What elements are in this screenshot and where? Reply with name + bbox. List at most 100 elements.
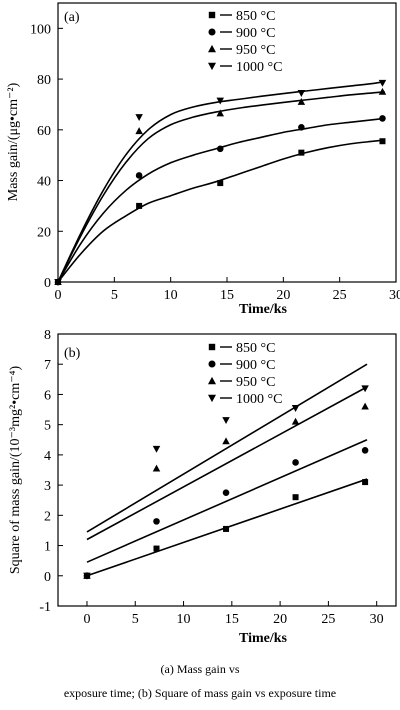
panel-a-point-series-0	[217, 180, 224, 187]
panel-a-xlabel: Time/ks	[239, 302, 288, 317]
panel-b-point-series-1	[361, 447, 369, 454]
panel-a-legend-marker-0	[208, 11, 216, 19]
panel-b-xtick-label: 10	[177, 612, 191, 627]
panel-a-ylabel: Mass gain/(μg•cm⁻²)	[6, 82, 21, 201]
panel-b-xtick-label: 25	[321, 612, 335, 627]
panel-b-point-series-2	[291, 417, 300, 425]
panel-b-point-series-2	[152, 464, 161, 472]
panel-a-fit-1	[57, 117, 385, 283]
panel-a-fit-2	[57, 90, 385, 283]
panel-a-legend-marker-3	[208, 62, 216, 71]
panel-a-fit-curves	[57, 80, 385, 283]
panel-a-point-series-0	[298, 149, 305, 156]
panel-a-point-series-3	[54, 279, 62, 286]
panel-a-legend-marker-2	[208, 44, 216, 53]
panel-b-xtick-label: 30	[370, 612, 384, 627]
panel-a-plot-frame	[57, 2, 397, 283]
panel-b-point-series-3	[83, 572, 91, 580]
panel-a-xtick-label: 10	[164, 288, 178, 303]
panel-b-fit-1	[86, 439, 368, 563]
panel-b-point-series-0	[362, 479, 369, 486]
panel-a-point-series-1	[298, 123, 305, 131]
panel-b-fit-2	[86, 386, 368, 541]
panel-a-mass-gain-chart: (a) Time/ks Mass gain/(μg•cm⁻²) 0 5 10 15 20…	[6, 2, 400, 317]
panel-b-point-series-2	[361, 402, 369, 410]
panel-a-point-series-3	[216, 97, 224, 105]
panel-a-legend-label-0: 850 °C	[236, 9, 275, 24]
panel-b-legend: 850 °C 900 °C 950 °C 1000 °C	[208, 341, 282, 407]
panel-b-point-series-0	[223, 525, 230, 532]
figure-caption-line2: exposure time; (b) Square of mass gain v…	[63, 686, 337, 700]
panel-a-data-points	[54, 79, 387, 286]
panel-a-legend-label-1: 900 °C	[236, 26, 275, 41]
panel-b-ytick-label: -1	[39, 600, 51, 615]
panel-b-ytick-label: 0	[44, 570, 51, 585]
panel-b-legend-label-1: 900 °C	[236, 358, 275, 373]
panel-b-point-series-1	[153, 518, 160, 525]
panel-b-legend-label-3: 1000 °C	[236, 392, 282, 407]
panel-b-xtick-label: 20	[273, 612, 287, 627]
panel-a-point-series-0	[136, 202, 143, 209]
panel-b-legend-label-0: 850 °C	[236, 341, 275, 356]
panel-b-fit-3	[86, 363, 368, 533]
panel-b-point-series-3	[291, 405, 300, 412]
panel-b-fit-lines	[86, 363, 368, 577]
panel-a-ytick-label: 0	[44, 276, 51, 291]
panel-b-axes: 0 5 10 15 20 25 30 -1 0 1 2 3 4 5 6 7 8	[39, 328, 383, 627]
panel-a-label: (a)	[64, 10, 80, 25]
panel-b-ytick-label: 3	[44, 479, 51, 494]
panel-a-point-series-0	[379, 138, 386, 145]
panel-a-xtick-label: 20	[276, 288, 290, 303]
panel-b-ytick-label: 5	[44, 419, 51, 434]
panel-b-data-points	[83, 385, 369, 580]
panel-a-point-series-1	[379, 115, 386, 122]
panel-b-xtick-label: 0	[83, 612, 90, 627]
panel-a-xtick-label: 25	[333, 288, 347, 303]
panel-a-ytick-label: 100	[30, 22, 51, 37]
panel-a-ytick-label: 20	[37, 225, 51, 240]
panel-a-fit-3	[57, 80, 385, 283]
panel-b-point-series-3	[152, 445, 161, 453]
panel-b-square-mass-gain-chart: (b) Time/ks Square of mass gain/(10⁻³mg²…	[8, 328, 397, 646]
panel-b-point-series-2	[222, 437, 230, 445]
figure-caption-line1: (a) Mass gain vs	[160, 662, 240, 676]
panel-a-point-series-1	[216, 145, 224, 153]
panel-b-legend-marker-0	[208, 343, 216, 351]
panel-b-point-series-3	[361, 385, 369, 393]
panel-a-point-series-3	[378, 79, 387, 87]
panel-a-xtick-label: 30	[389, 288, 400, 303]
panel-b-xlabel: Time/ks	[239, 631, 288, 646]
panel-b-point-series-3	[222, 417, 230, 425]
panel-a-fit-0	[57, 139, 385, 283]
panel-a-axes: 0 5 10 15 20 25 30 0 20 40 60 80 100	[30, 22, 400, 303]
panel-a-ytick-label: 40	[37, 175, 51, 190]
panel-b-point-series-0	[292, 494, 299, 501]
panel-b-legend-marker-1	[208, 360, 216, 368]
panel-a-point-series-2	[378, 87, 387, 95]
panel-b-ytick-label: 4	[44, 449, 51, 464]
panel-b-point-series-1	[222, 489, 230, 496]
panel-b-point-series-1	[292, 459, 299, 466]
panel-b-ytick-label: 1	[44, 540, 51, 555]
figure: (a) Time/ks Mass gain/(μg•cm⁻²) 0 5 10 15 20…	[6, 2, 400, 646]
panel-a-xtick-label: 5	[111, 288, 118, 303]
panel-a-legend-label-3: 1000 °C	[236, 60, 282, 75]
panel-a-point-series-2	[216, 109, 224, 117]
panel-b-ylabel: Square of mass gain/(10⁻³mg²•cm⁻⁴)	[8, 366, 23, 575]
panel-a-point-series-2	[135, 127, 143, 135]
panel-a-xtick-label: 0	[55, 288, 62, 303]
panel-b-ytick-label: 8	[44, 328, 51, 343]
panel-b-legend-marker-2	[208, 376, 216, 385]
panel-b-legend-label-2: 950 °C	[236, 375, 275, 390]
panel-b-point-series-0	[153, 545, 160, 552]
panel-a-point-series-3	[135, 114, 143, 122]
panel-a-legend: 850 °C 900 °C 950 °C 1000 °C	[208, 9, 282, 75]
panel-a-xtick-label: 15	[220, 288, 234, 303]
panel-b-ytick-label: 6	[44, 388, 51, 403]
panel-a-point-series-1	[135, 172, 143, 179]
panel-a-point-series-3	[297, 90, 306, 97]
panel-b-plot-frame	[57, 333, 397, 607]
panel-a-legend-marker-1	[208, 28, 216, 36]
panel-b-xtick-label: 15	[225, 612, 239, 627]
panel-b-legend-marker-3	[208, 394, 216, 403]
